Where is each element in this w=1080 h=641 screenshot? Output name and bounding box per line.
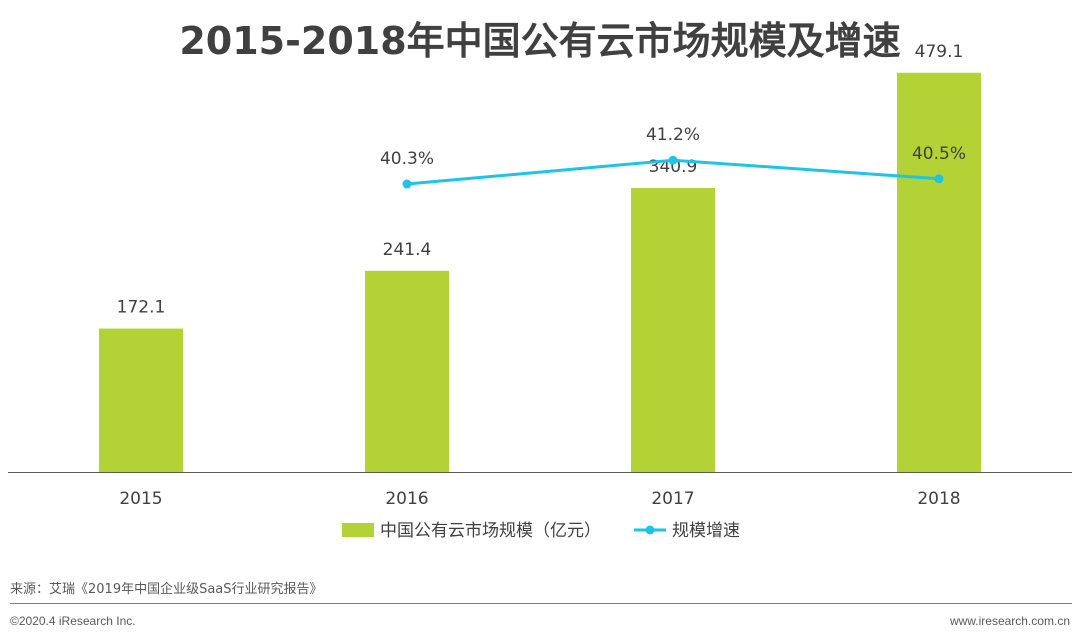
legend-label-bar: 中国公有云市场规模（亿元） bbox=[380, 521, 601, 541]
growth-point bbox=[668, 155, 678, 165]
bar-2015 bbox=[99, 328, 183, 472]
bar-value-label: 172.1 bbox=[117, 298, 166, 318]
growth-line-series: 40.3% 41.2% 40.5% bbox=[380, 125, 966, 189]
x-tick-label: 2016 bbox=[385, 489, 428, 509]
legend-swatch-marker bbox=[645, 525, 655, 535]
bar-2016 bbox=[365, 270, 449, 472]
bar-2018 bbox=[897, 72, 981, 472]
website-text: www.iresearch.com.cn bbox=[949, 614, 1070, 628]
chart-title: 2015-2018年中国公有云市场规模及增速 bbox=[179, 19, 901, 63]
legend-swatch-bar bbox=[342, 523, 374, 537]
x-tick-label: 2017 bbox=[651, 489, 694, 509]
source-note: 来源：艾瑞《2019年中国企业级SaaS行业研究报告》 bbox=[10, 582, 323, 597]
growth-point bbox=[934, 174, 944, 184]
x-tick-label: 2015 bbox=[119, 489, 162, 509]
growth-value-label: 40.5% bbox=[912, 144, 966, 164]
x-tick-label: 2018 bbox=[917, 489, 960, 509]
legend: 中国公有云市场规模（亿元） 规模增速 bbox=[342, 521, 740, 541]
bar-2017 bbox=[631, 187, 715, 472]
x-tick-labels: 2015 2016 2017 2018 bbox=[119, 489, 960, 509]
bar-series bbox=[99, 72, 981, 472]
growth-value-label: 40.3% bbox=[380, 149, 434, 169]
legend-label-line: 规模增速 bbox=[672, 521, 740, 541]
growth-point bbox=[402, 179, 412, 189]
footer-divider bbox=[10, 603, 1072, 604]
bar-value-label: 479.1 bbox=[915, 42, 964, 62]
bar-value-label: 241.4 bbox=[383, 240, 432, 260]
growth-value-label: 41.2% bbox=[646, 125, 700, 145]
copyright-text: ©2020.4 iResearch Inc. bbox=[10, 614, 136, 628]
